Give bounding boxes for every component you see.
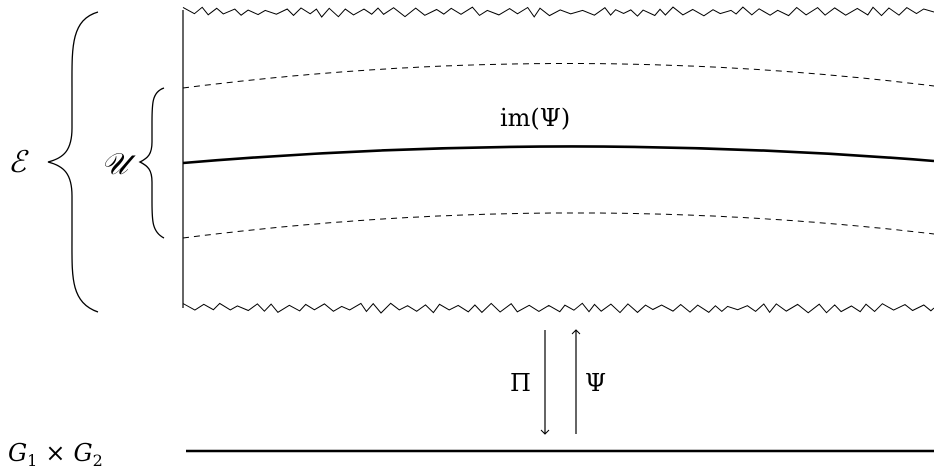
base-g2-sub: 2 [93, 451, 103, 470]
neighborhood-brace [138, 87, 165, 239]
region-top-edge [182, 6, 934, 18]
neighborhood-label: 𝒰 [101, 147, 136, 182]
base-g2: G [73, 439, 92, 467]
total-space-label: ℰ [8, 145, 29, 180]
total-space-brace [47, 11, 99, 313]
projection-label: Π [510, 369, 531, 397]
base-g1: G [8, 439, 27, 467]
neighborhood-lower-boundary [182, 212, 934, 239]
region-bottom-edge [182, 302, 934, 314]
image-label: im(Ψ) [500, 104, 570, 132]
base-label: G1 × G2 [8, 439, 103, 470]
neighborhood-upper-boundary [182, 63, 934, 89]
base-g1-sub: 1 [27, 451, 37, 470]
base-times: × [45, 439, 65, 467]
image-curve [182, 145, 934, 165]
section-label: Ψ [585, 369, 606, 397]
